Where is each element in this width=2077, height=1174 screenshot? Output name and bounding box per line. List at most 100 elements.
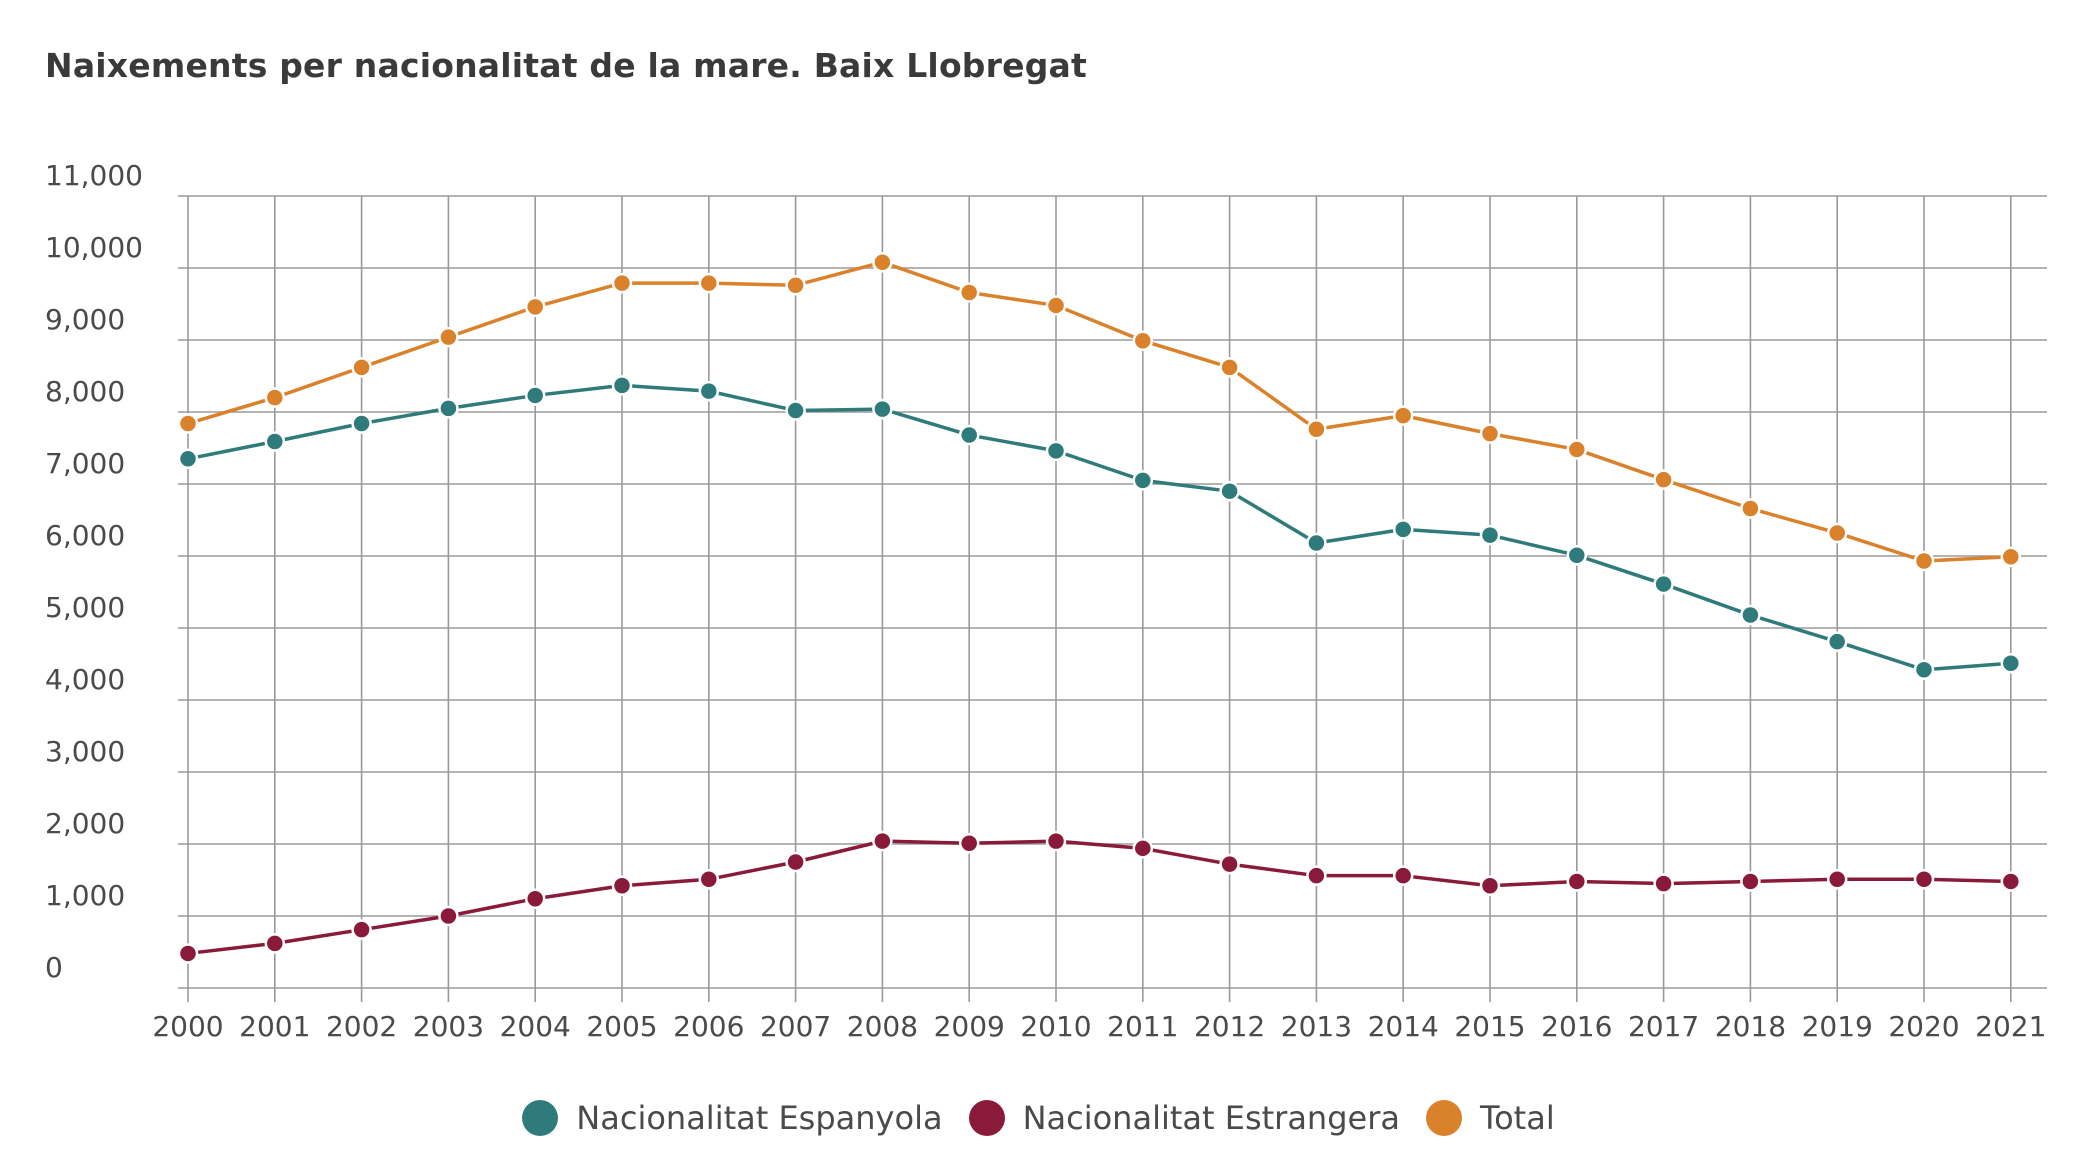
- data-point[interactable]: [1826, 522, 1848, 544]
- data-point[interactable]: [1132, 838, 1154, 859]
- data-point[interactable]: [2000, 871, 2022, 892]
- data-point[interactable]: [1653, 469, 1674, 490]
- data-point[interactable]: [1479, 524, 1501, 546]
- data-point[interactable]: [872, 398, 893, 420]
- legend-item-espanyola[interactable]: Nacionalitat Espanyola: [522, 1099, 943, 1137]
- data-point[interactable]: [1306, 419, 1327, 440]
- series-0: [177, 375, 2022, 681]
- data-point[interactable]: [524, 888, 546, 909]
- x-tick-label: 2004: [500, 1010, 571, 1043]
- data-point[interactable]: [698, 272, 720, 294]
- data-point[interactable]: [264, 933, 286, 954]
- series-line: [187, 383, 2011, 672]
- x-tick-label: 2011: [1107, 1010, 1178, 1043]
- x-tick-label: 2019: [1802, 1010, 1873, 1043]
- series-line: [187, 839, 2011, 956]
- data-point[interactable]: [1913, 659, 1935, 681]
- x-tick-label: 2016: [1541, 1010, 1612, 1043]
- data-point[interactable]: [1045, 830, 1067, 852]
- data-point[interactable]: [1740, 498, 1761, 519]
- data-point[interactable]: [438, 398, 459, 419]
- line-chart: 0 1,000 2,000 3,000 4,000 5,000 6,000 7,000 8,00…: [45, 159, 2047, 1043]
- legend-swatch-total: [1425, 1100, 1462, 1136]
- legend-item-total[interactable]: Total: [1425, 1099, 1555, 1137]
- data-point[interactable]: [698, 380, 720, 402]
- data-point[interactable]: [1392, 865, 1414, 886]
- x-tick-label: 2003: [413, 1010, 484, 1043]
- data-point[interactable]: [1132, 330, 1154, 351]
- data-point[interactable]: [872, 251, 893, 273]
- x-tick-label: 2001: [239, 1010, 310, 1043]
- x-axis-labels: 2000 2001 2002 2003 2004 2005 2006 2007 2008 2009…: [152, 1010, 2046, 1043]
- x-tick-label: 2006: [673, 1010, 744, 1043]
- data-point[interactable]: [698, 869, 720, 890]
- legend-swatch-estrangera: [968, 1100, 1005, 1136]
- data-point[interactable]: [872, 830, 893, 852]
- data-point[interactable]: [524, 296, 546, 318]
- x-tick-label: 2014: [1368, 1010, 1439, 1043]
- data-point[interactable]: [351, 919, 372, 940]
- data-point[interactable]: [1826, 631, 1848, 652]
- data-point[interactable]: [264, 431, 286, 452]
- legend-label-espanyola: Nacionalitat Espanyola: [576, 1099, 943, 1137]
- data-point[interactable]: [1479, 875, 1501, 897]
- data-point[interactable]: [785, 851, 806, 873]
- data-point[interactable]: [1653, 573, 1674, 595]
- y-tick-label: 0: [45, 951, 63, 984]
- y-axis-labels: 0 1,000 2,000 3,000 4,000 5,000 6,000 7,000 8,00…: [45, 159, 143, 984]
- data-point[interactable]: [1306, 532, 1327, 554]
- data-point[interactable]: [1566, 871, 1588, 892]
- data-point[interactable]: [958, 282, 980, 303]
- data-point[interactable]: [1132, 470, 1154, 491]
- data-point[interactable]: [524, 385, 546, 406]
- data-point[interactable]: [1392, 405, 1414, 426]
- data-point[interactable]: [1306, 865, 1327, 886]
- data-point[interactable]: [1219, 357, 1240, 378]
- data-point[interactable]: [1392, 519, 1414, 540]
- data-point[interactable]: [611, 272, 633, 294]
- data-point[interactable]: [1566, 545, 1588, 566]
- y-tick-label: 8,000: [45, 375, 125, 408]
- x-tick-label: 2018: [1715, 1010, 1786, 1043]
- y-tick-label: 9,000: [45, 303, 125, 336]
- data-point[interactable]: [1479, 423, 1501, 444]
- x-tick-label: 2002: [326, 1010, 397, 1043]
- data-point[interactable]: [1045, 295, 1067, 316]
- data-point[interactable]: [611, 375, 633, 396]
- data-point[interactable]: [1219, 853, 1240, 875]
- data-point[interactable]: [1740, 604, 1761, 626]
- data-point[interactable]: [351, 357, 372, 378]
- data-point[interactable]: [611, 875, 633, 897]
- data-point[interactable]: [958, 424, 980, 446]
- series-layer: [177, 251, 2022, 964]
- legend-item-estrangera[interactable]: Nacionalitat Estrangera: [968, 1099, 1400, 1137]
- data-point[interactable]: [1740, 871, 1761, 892]
- data-point[interactable]: [1219, 480, 1240, 502]
- data-point[interactable]: [1653, 873, 1674, 894]
- data-point[interactable]: [351, 413, 372, 434]
- data-point[interactable]: [1913, 869, 1935, 890]
- data-point[interactable]: [1826, 869, 1848, 890]
- data-point[interactable]: [1913, 550, 1935, 572]
- x-tick-label: 2000: [152, 1010, 223, 1043]
- x-tick-label: 2020: [1888, 1010, 1959, 1043]
- data-point[interactable]: [785, 275, 806, 296]
- data-point[interactable]: [264, 387, 286, 408]
- data-point[interactable]: [438, 326, 459, 348]
- data-point[interactable]: [958, 833, 980, 854]
- x-tick-label: 2009: [934, 1010, 1005, 1043]
- data-point[interactable]: [1566, 439, 1588, 460]
- data-point[interactable]: [438, 905, 459, 927]
- x-tick-label: 2007: [760, 1010, 831, 1043]
- x-tick-label: 2015: [1454, 1010, 1525, 1043]
- data-point[interactable]: [1045, 440, 1067, 462]
- data-point[interactable]: [2000, 546, 2022, 567]
- data-point[interactable]: [177, 413, 199, 434]
- y-tick-label: 6,000: [45, 519, 125, 552]
- y-tick-label: 4,000: [45, 663, 125, 696]
- data-point[interactable]: [785, 400, 806, 421]
- data-point[interactable]: [177, 943, 199, 964]
- x-tick-label: 2017: [1628, 1010, 1699, 1043]
- data-point[interactable]: [177, 448, 199, 470]
- data-point[interactable]: [2000, 653, 2022, 674]
